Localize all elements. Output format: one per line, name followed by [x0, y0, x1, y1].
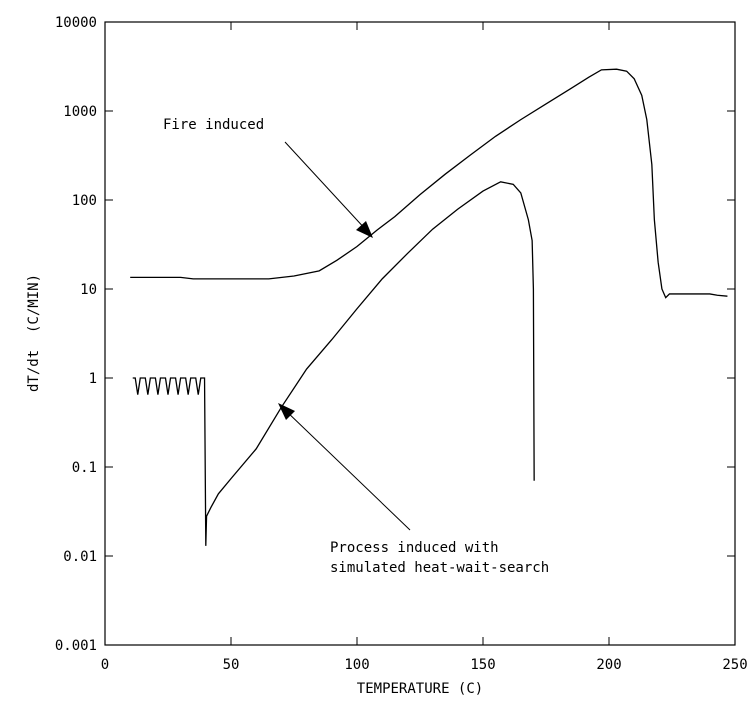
annotation-arrow [284, 141, 369, 233]
annotation-arrow [283, 408, 411, 531]
data-line [130, 68, 728, 299]
y-tick-label: 0.1 [72, 460, 97, 476]
y-tick-label: 1 [89, 371, 97, 387]
y-tick-label: 10 [80, 282, 97, 298]
y-tick-label: 100 [72, 193, 97, 209]
y-tick-label: 0.01 [63, 549, 97, 565]
y-axis-label: dT/dt (C/MIN) [26, 274, 42, 392]
x-tick-label: 200 [596, 657, 621, 673]
x-tick-label: 100 [344, 657, 369, 673]
annotation: Fire induced [163, 117, 264, 133]
y-tick-label: 0.001 [55, 638, 97, 654]
plot-frame [104, 21, 736, 646]
arrowhead [278, 403, 295, 420]
x-tick-label: 50 [223, 657, 240, 673]
x-tick-label: 0 [101, 657, 109, 673]
x-tick-label: 150 [470, 657, 495, 673]
arrowhead [356, 221, 373, 238]
x-tick-label: 250 [722, 657, 747, 673]
y-tick-label: 10000 [55, 15, 97, 31]
annotation: Process induced with simulated heat-wait-… [330, 540, 549, 576]
data-line [132, 181, 535, 546]
y-tick-label: 1000 [63, 104, 97, 120]
x-axis-label: TEMPERATURE (C) [357, 681, 483, 697]
